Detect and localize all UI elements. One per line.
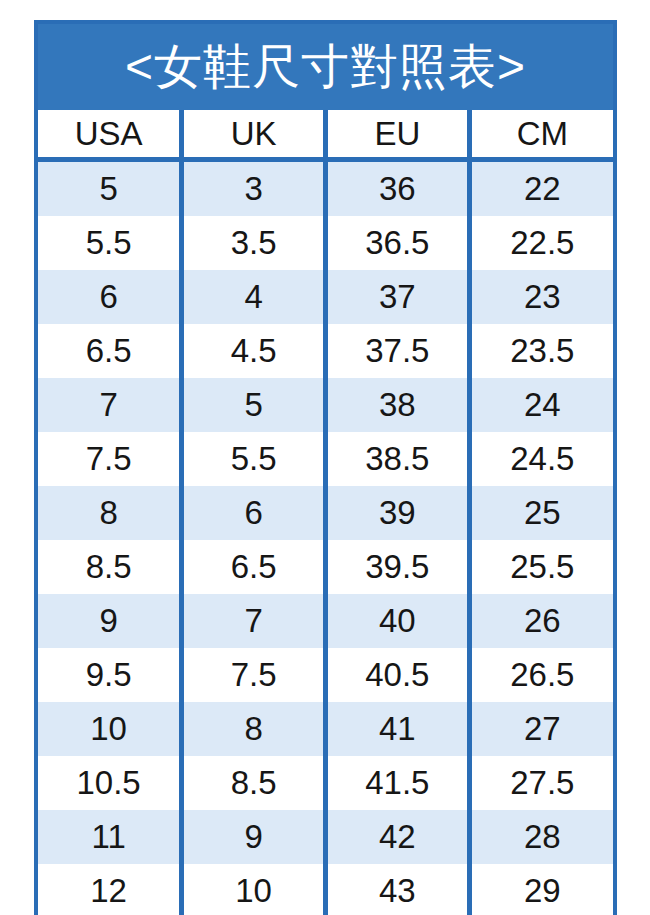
table-row: 10.58.541.527.5 (38, 756, 613, 810)
size-cell-eu: 43 (326, 864, 470, 915)
column-header-cm: CM (469, 110, 613, 160)
header-row: USA UK EU CM (38, 110, 613, 160)
size-cell-eu: 37.5 (326, 324, 470, 378)
size-cell-usa: 12 (38, 864, 182, 915)
size-cell-cm: 25 (469, 486, 613, 540)
size-cell-usa: 7.5 (38, 432, 182, 486)
table-row: 974026 (38, 594, 613, 648)
size-cell-cm: 24.5 (469, 432, 613, 486)
size-cell-uk: 5 (182, 378, 326, 432)
size-cell-eu: 41 (326, 702, 470, 756)
size-cell-uk: 3.5 (182, 216, 326, 270)
size-cell-uk: 9 (182, 810, 326, 864)
size-cell-eu: 36.5 (326, 216, 470, 270)
size-cell-usa: 6 (38, 270, 182, 324)
size-cell-usa: 9.5 (38, 648, 182, 702)
size-cell-cm: 28 (469, 810, 613, 864)
table-row: 533622 (38, 160, 613, 217)
size-cell-cm: 26 (469, 594, 613, 648)
size-cell-eu: 39.5 (326, 540, 470, 594)
size-cell-uk: 6 (182, 486, 326, 540)
size-cell-uk: 8 (182, 702, 326, 756)
size-cell-cm: 29 (469, 864, 613, 915)
size-cell-eu: 40 (326, 594, 470, 648)
size-cell-eu: 38 (326, 378, 470, 432)
table-row: 643723 (38, 270, 613, 324)
size-conversion-table: USA UK EU CM 5336225.53.536.522.56437236… (38, 110, 613, 915)
table-row: 7.55.538.524.5 (38, 432, 613, 486)
table-row: 8.56.539.525.5 (38, 540, 613, 594)
size-cell-eu: 37 (326, 270, 470, 324)
size-cell-uk: 4 (182, 270, 326, 324)
size-cell-usa: 11 (38, 810, 182, 864)
size-chart-table: <女鞋尺寸對照表> USA UK EU CM 5336225.53.536.52… (34, 20, 617, 915)
size-cell-eu: 40.5 (326, 648, 470, 702)
size-cell-usa: 6.5 (38, 324, 182, 378)
size-cell-uk: 5.5 (182, 432, 326, 486)
column-header-usa: USA (38, 110, 182, 160)
size-cell-eu: 42 (326, 810, 470, 864)
table-row: 1194228 (38, 810, 613, 864)
column-header-uk: UK (182, 110, 326, 160)
size-cell-eu: 36 (326, 160, 470, 217)
size-cell-cm: 23 (469, 270, 613, 324)
size-cell-uk: 3 (182, 160, 326, 217)
size-cell-cm: 22.5 (469, 216, 613, 270)
table-title: <女鞋尺寸對照表> (125, 35, 526, 99)
size-cell-uk: 7 (182, 594, 326, 648)
size-cell-eu: 38.5 (326, 432, 470, 486)
size-cell-cm: 25.5 (469, 540, 613, 594)
size-cell-eu: 41.5 (326, 756, 470, 810)
size-cell-uk: 6.5 (182, 540, 326, 594)
size-cell-usa: 5.5 (38, 216, 182, 270)
table-row: 753824 (38, 378, 613, 432)
size-cell-usa: 10 (38, 702, 182, 756)
size-cell-cm: 27 (469, 702, 613, 756)
size-cell-cm: 26.5 (469, 648, 613, 702)
size-cell-cm: 23.5 (469, 324, 613, 378)
column-header-eu: EU (326, 110, 470, 160)
table-body: 5336225.53.536.522.56437236.54.537.523.5… (38, 160, 613, 915)
size-cell-uk: 10 (182, 864, 326, 915)
table-row: 9.57.540.526.5 (38, 648, 613, 702)
size-cell-uk: 8.5 (182, 756, 326, 810)
size-cell-usa: 8 (38, 486, 182, 540)
size-cell-usa: 7 (38, 378, 182, 432)
size-cell-uk: 4.5 (182, 324, 326, 378)
size-cell-usa: 10.5 (38, 756, 182, 810)
size-cell-eu: 39 (326, 486, 470, 540)
size-cell-usa: 5 (38, 160, 182, 217)
size-cell-cm: 22 (469, 160, 613, 217)
table-row: 12104329 (38, 864, 613, 915)
table-row: 863925 (38, 486, 613, 540)
table-row: 6.54.537.523.5 (38, 324, 613, 378)
size-cell-usa: 9 (38, 594, 182, 648)
table-title-banner: <女鞋尺寸對照表> (38, 24, 613, 110)
size-cell-cm: 24 (469, 378, 613, 432)
table-row: 1084127 (38, 702, 613, 756)
size-cell-uk: 7.5 (182, 648, 326, 702)
size-cell-cm: 27.5 (469, 756, 613, 810)
table-row: 5.53.536.522.5 (38, 216, 613, 270)
size-cell-usa: 8.5 (38, 540, 182, 594)
